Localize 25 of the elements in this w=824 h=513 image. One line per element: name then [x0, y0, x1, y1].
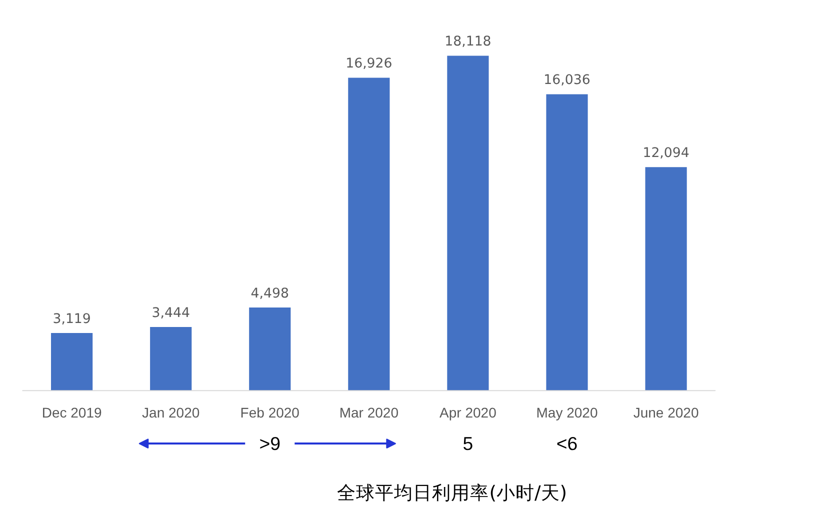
data-label: 18,118 — [444, 34, 492, 50]
x-tick-label: Apr 2020 — [440, 404, 497, 421]
data-label: 16,926 — [346, 56, 392, 72]
text: >9 — [259, 433, 281, 454]
data-label: 16,036 — [544, 73, 590, 88]
x-tick-label: Dec 2019 — [42, 404, 102, 421]
text: <6 — [556, 433, 578, 454]
bar — [546, 94, 588, 391]
x-tick-label: May 2020 — [536, 404, 598, 421]
bar — [51, 332, 93, 391]
data-label: 12,094 — [642, 146, 690, 162]
x-tick-label: Jan 2020 — [142, 404, 200, 421]
text: 全球平均日利用率(小时/天) — [337, 482, 568, 504]
bar — [150, 326, 192, 391]
text: 5 — [462, 433, 474, 454]
data-label: 3,444 — [152, 306, 190, 321]
bar — [447, 56, 489, 391]
bar — [348, 78, 390, 391]
x-tick-label: Mar 2020 — [339, 404, 399, 421]
data-label: 4,498 — [250, 286, 289, 302]
data-label: 3,119 — [52, 312, 91, 327]
bar — [645, 167, 687, 391]
bar — [249, 307, 291, 391]
x-tick-label: June 2020 — [633, 404, 699, 421]
x-tick-label: Feb 2020 — [240, 404, 300, 421]
